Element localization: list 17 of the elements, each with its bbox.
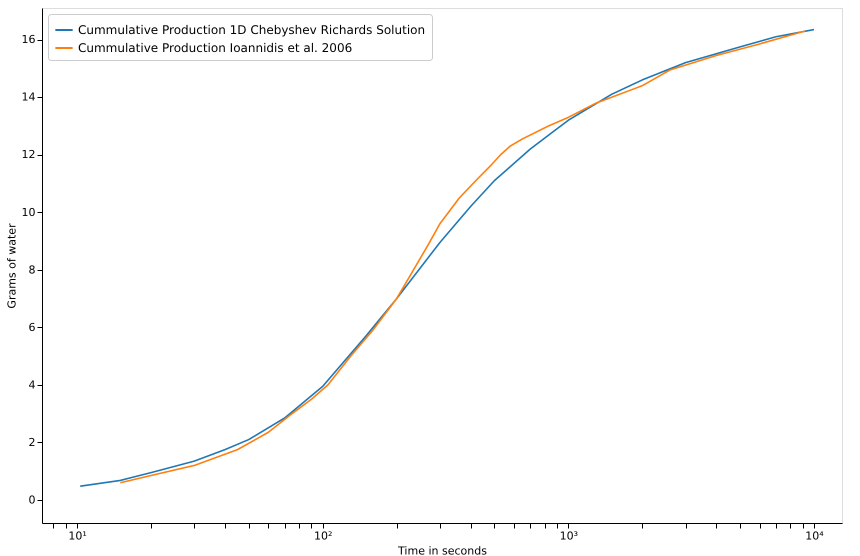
y-tick-label: 4 <box>28 378 36 392</box>
y-tick-label: 8 <box>28 263 36 276</box>
legend-label: Cummulative Production Ioannidis et al. 2006 <box>78 41 352 55</box>
x-tick-label: 10³ <box>560 530 578 542</box>
x-tick-label: 10⁴ <box>805 530 824 542</box>
y-tick-label: 2 <box>28 436 36 449</box>
y-tick-label: 12 <box>22 148 36 162</box>
legend-label: Cummulative Production 1D Chebyshev Richards Solution <box>78 23 426 37</box>
y-axis-title: Grams of water <box>6 222 19 309</box>
y-tick-label: 6 <box>28 320 36 334</box>
y-tick-label: 14 <box>22 90 36 104</box>
x-axis-title: Time in seconds <box>397 544 488 556</box>
y-tick-label: 10 <box>22 206 36 219</box>
x-tick-label: 10² <box>314 530 332 542</box>
y-tick-label: 16 <box>22 33 36 46</box>
x-tick-label: 10¹ <box>68 530 87 542</box>
y-tick-label: 0 <box>28 493 36 506</box>
